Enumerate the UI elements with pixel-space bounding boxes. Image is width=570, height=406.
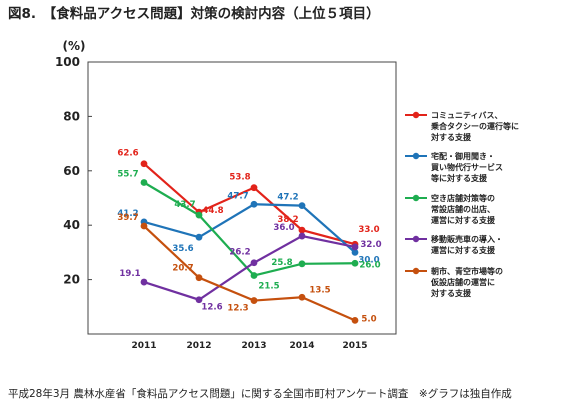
legend-marker (412, 235, 420, 243)
data-point (195, 296, 203, 304)
y-tick-label: 100 (55, 55, 80, 69)
data-label: 12.3 (227, 304, 248, 314)
data-point (298, 260, 306, 268)
data-label: 55.7 (117, 169, 138, 179)
chart-legend: コミュニティバス、乗合タクシーの運行等に対する支援宅配・御用聞き・買い物代行サー… (405, 111, 519, 298)
data-label: 33.0 (358, 225, 379, 235)
legend-label: 買い物代行サービス (431, 162, 503, 172)
data-point (351, 249, 359, 256)
data-point (250, 297, 258, 304)
x-tick-label: 2012 (186, 341, 211, 351)
y-tick-label: 80 (63, 109, 80, 123)
x-tick-label: 2015 (342, 341, 367, 351)
data-label: 35.6 (172, 244, 193, 254)
data-point (195, 274, 203, 282)
data-point (298, 202, 306, 210)
legend-label: 朝市、青空市場等の (431, 266, 503, 276)
data-label: 38.2 (277, 215, 298, 225)
data-label: 30.0 (358, 255, 379, 265)
data-label: 26.2 (229, 248, 250, 258)
data-label: 21.5 (258, 282, 279, 292)
data-point (140, 179, 148, 186)
plot-frame (87, 61, 397, 335)
data-label: 53.8 (229, 173, 250, 183)
x-tick-label: 2013 (241, 341, 266, 351)
legend-label: 乗合タクシーの運行等に (431, 121, 519, 131)
data-label: 47.7 (227, 191, 248, 201)
data-label: 13.5 (309, 285, 330, 295)
legend-label: 常設店舗の出店、 (431, 204, 495, 214)
legend-label: 仮設店舗の運営に (430, 277, 495, 287)
data-point (250, 184, 258, 192)
y-tick-label: 60 (63, 164, 80, 178)
legend-marker (412, 111, 420, 119)
chart-title: 図8. 【食料品アクセス問題】対策の検討内容（上位５項目） (8, 6, 380, 22)
legend-label: コミュニティバス、 (431, 111, 503, 120)
data-point (140, 222, 148, 230)
data-label: 26.0 (359, 260, 380, 270)
data-label: 25.8 (271, 258, 292, 268)
data-label: 41.2 (117, 209, 138, 219)
y-unit-label: (%) (63, 39, 86, 53)
data-label: 47.2 (277, 193, 298, 203)
data-point (351, 259, 359, 267)
legend-label: 等に対する支援 (430, 173, 488, 183)
y-tick-label: 40 (63, 218, 80, 232)
data-labels: 62.6 44.8 53.8 38.2 33.0 41.2 35.6 47.7 47.2 30.0… (117, 149, 381, 325)
data-point (351, 243, 359, 251)
legend-label: 宅配・御用聞き・ (431, 151, 495, 161)
legend-label: 対する支援 (430, 288, 472, 298)
data-point (140, 278, 148, 286)
x-tick-label: 2011 (131, 341, 156, 351)
data-point (250, 259, 258, 267)
data-point (298, 226, 306, 234)
x-tick-label: 2014 (289, 341, 314, 351)
source-caption: 平成28年3月 農林水産省「食料品アクセス問題」に関する全国市町村アンケート調査… (8, 388, 512, 400)
data-point (140, 160, 148, 168)
data-point (351, 317, 359, 324)
series-line (143, 181, 356, 277)
data-point (195, 233, 203, 241)
legend-marker (412, 152, 420, 160)
legend-label: 移動販売車の導入・ (431, 234, 503, 244)
data-label: 36.0 (273, 223, 294, 233)
series-lines (140, 160, 359, 324)
data-point (298, 232, 306, 240)
legend-marker (412, 194, 420, 202)
data-label: 39.7 (117, 213, 138, 223)
legend-label: 対する支援 (430, 132, 472, 142)
data-label: 43.7 (174, 200, 195, 210)
legend-label: 運営に対する支援 (431, 245, 496, 255)
data-point (250, 200, 258, 208)
data-label: 20.7 (172, 264, 193, 274)
legend-marker (412, 267, 420, 275)
data-label: 32.0 (360, 240, 381, 250)
data-label: 62.6 (117, 149, 138, 159)
data-label: 5.0 (361, 314, 376, 324)
data-point (195, 211, 203, 219)
legend-label: 空き店舗対策等の (431, 193, 495, 203)
data-label: 12.6 (201, 303, 222, 313)
data-point (250, 272, 258, 279)
legend-label: 運営に対する支援 (431, 215, 496, 225)
chart-axes: (%) 20 40 60 80 100 2011 2012 2013 2014 2015 (55, 39, 397, 351)
data-label: 44.8 (202, 206, 223, 216)
data-label: 19.1 (119, 269, 140, 279)
y-tick-label: 20 (63, 273, 80, 287)
data-point (298, 293, 306, 301)
